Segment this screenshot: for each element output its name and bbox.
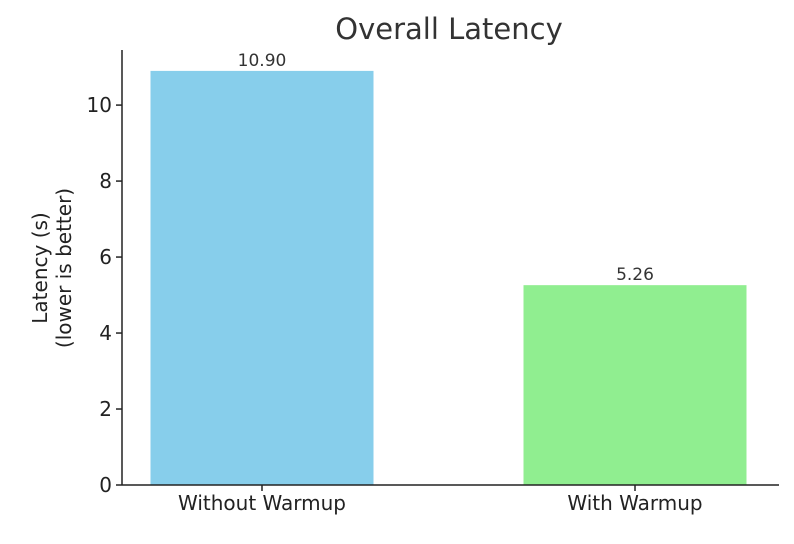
y-tick-label-1: 2 [99,397,112,421]
value-labels: 10.90 5.26 [238,51,654,285]
y-tick-label-0: 0 [99,473,112,497]
bars [150,70,747,485]
x-axis-ticks: Without Warmup With Warmup [178,485,703,515]
chart-title: Overall Latency [335,12,562,46]
y-axis-label: Latency (s) (lower is better) [28,188,76,348]
y-axis-label-line-2: (lower is better) [52,188,76,348]
y-axis-ticks: 0 2 4 6 8 10 [87,93,122,497]
y-tick-label-3: 6 [99,245,112,269]
x-tick-label-0: Without Warmup [178,491,346,515]
value-label-0: 10.90 [238,51,287,71]
y-axis-label-line-1: Latency (s) [28,212,52,323]
y-tick-label-4: 8 [99,169,112,193]
y-tick-label-2: 4 [99,321,112,345]
value-label-1: 5.26 [616,265,654,285]
x-tick-label-1: With Warmup [567,491,702,515]
bar-0 [150,70,374,485]
bar-1 [523,285,747,485]
y-tick-label-5: 10 [87,93,112,117]
